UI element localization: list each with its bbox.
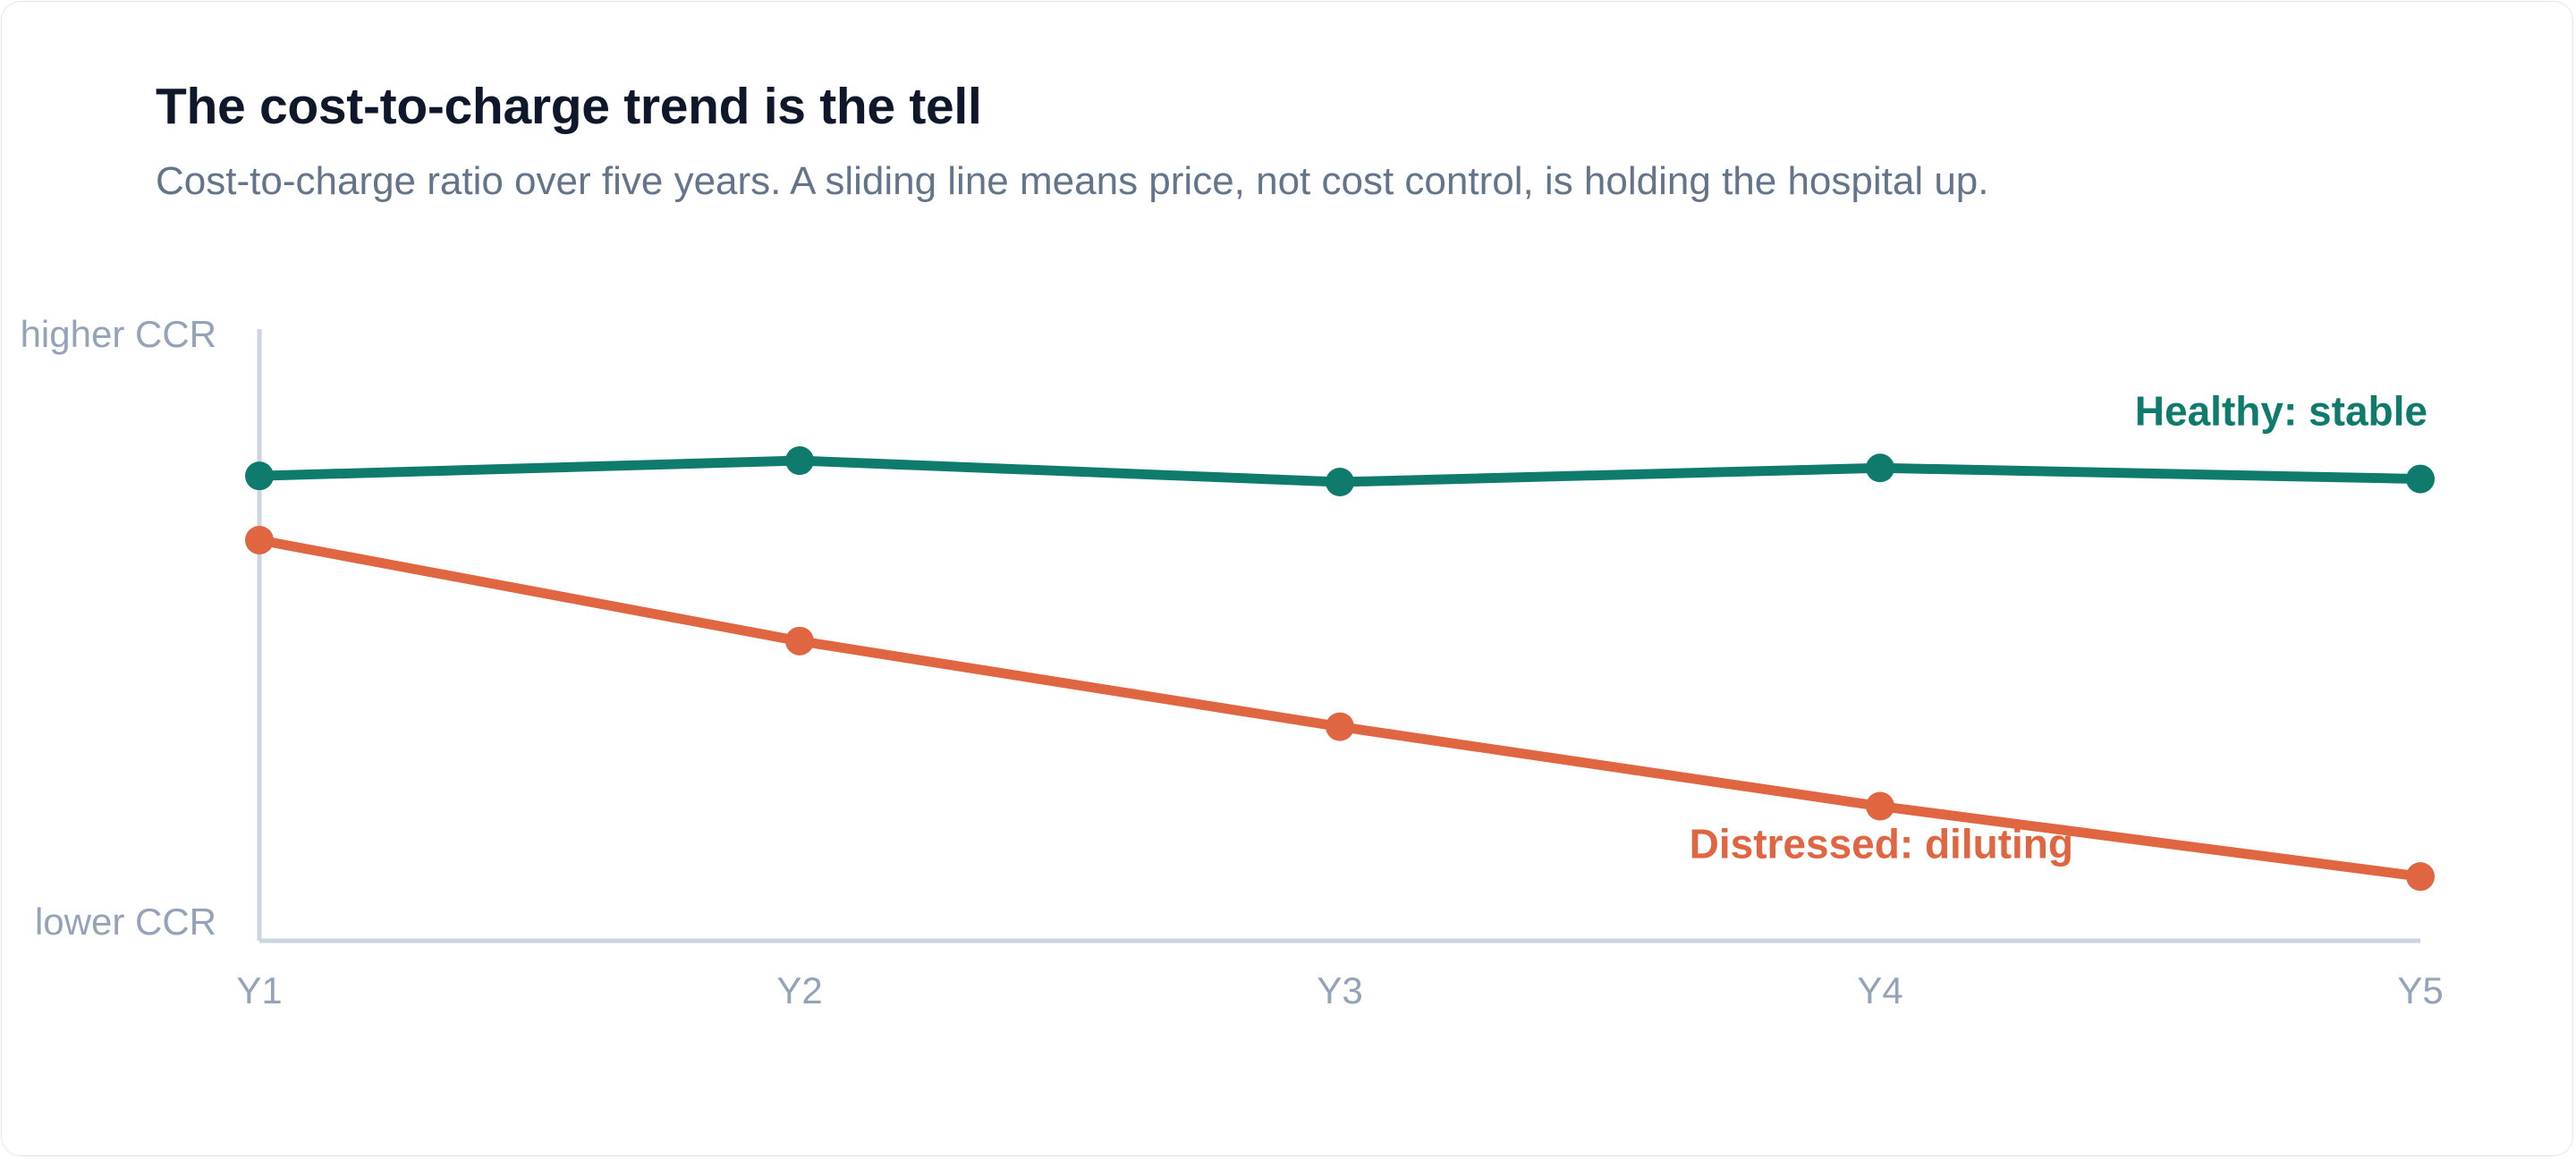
data-point (785, 626, 814, 656)
x-tick-label: Y2 (776, 969, 822, 1011)
series-line-1 (254, 535, 2426, 882)
data-point (1866, 791, 1894, 821)
x-tick-label: Y4 (1857, 969, 1902, 1011)
chart-series (245, 446, 2435, 892)
data-point (1326, 712, 1354, 741)
data-point (785, 446, 814, 476)
data-point (2406, 464, 2435, 494)
data-point (1866, 453, 1894, 483)
data-point (245, 461, 274, 491)
y-tick-label-bottom: lower CCR (35, 901, 216, 943)
x-tick-label: Y5 (2397, 969, 2443, 1011)
y-tick-label-top: higher CCR (21, 313, 216, 355)
chart-axes: higher CCR lower CCR Y1 Y2 Y3 Y4 Y5 (21, 313, 2444, 1011)
series-label-healthy: Healthy: stable (2135, 388, 2428, 435)
series-label-distressed: Distressed: diluting (1690, 821, 2073, 867)
x-tick-label: Y1 (236, 969, 282, 1011)
data-point (245, 525, 274, 554)
data-point (2406, 862, 2435, 892)
chart-labels: Healthy: stable Distressed: diluting (1690, 388, 2428, 867)
data-point (1326, 468, 1354, 496)
chart-subtitle: Cost-to-charge ratio over five years. A … (156, 159, 1989, 203)
x-tick-label: Y3 (1317, 969, 1362, 1011)
chart-title: The cost-to-charge trend is the tell (156, 78, 982, 135)
